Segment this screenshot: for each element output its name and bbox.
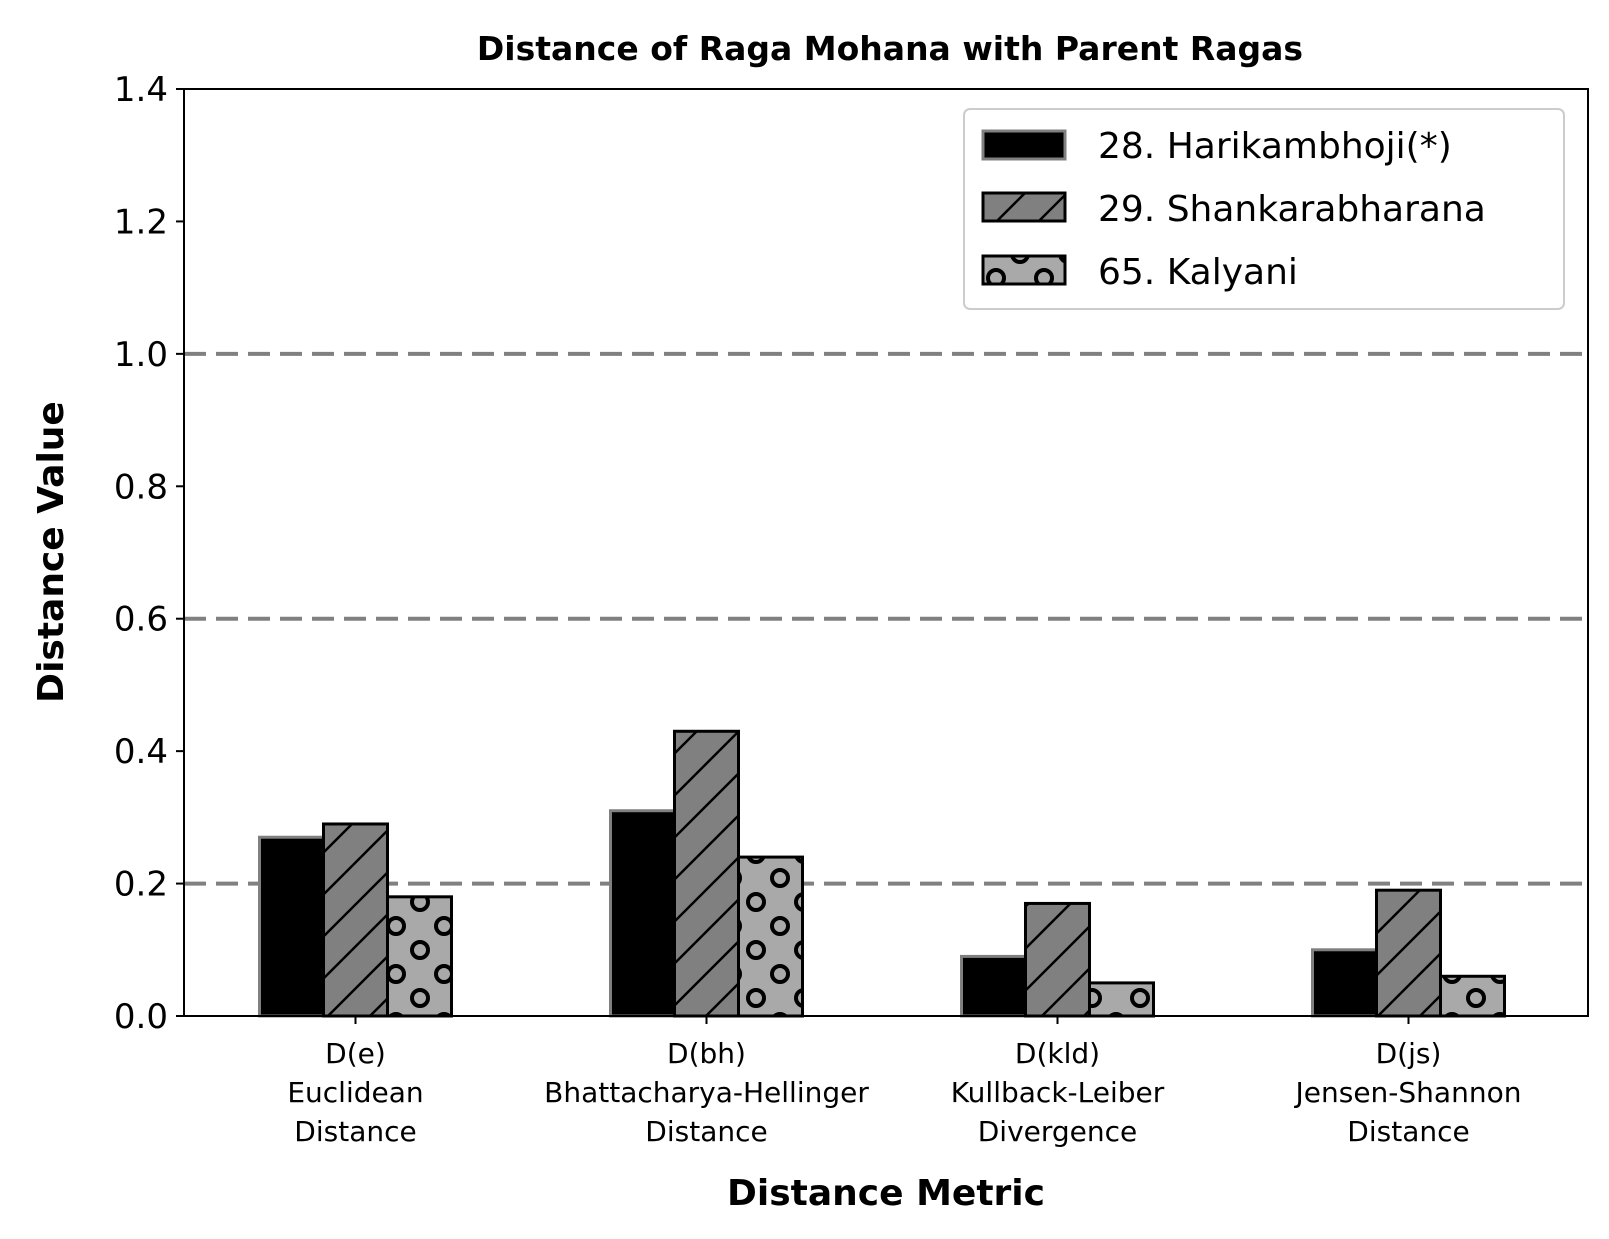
y-axis: 0.0 0.2 0.4 0.6 0.8 1.0 1.2 1.4 [114,70,184,1037]
chart-title: Distance of Raga Mohana with Parent Raga… [477,29,1303,68]
x-tick-label: Jensen-Shannon [1294,1076,1522,1109]
y-tick-label: 0.0 [114,997,168,1037]
x-tick-label: Divergence [978,1115,1138,1148]
bar-solid-0 [258,835,325,1018]
x-tick-label: Euclidean [287,1076,423,1109]
x-tick-label: Distance [645,1115,767,1148]
legend-label-kalyani: 65. Kalyani [1098,252,1298,293]
y-tick-label: 1.4 [114,70,168,110]
legend-label-shankarabharana: 29. Shankarabharana [1098,189,1486,230]
bar-solid-3 [1311,948,1378,1018]
x-tick-label: Distance [294,1115,416,1148]
y-tick-label: 0.8 [114,467,168,507]
bar-circles-1 [737,855,804,1018]
x-axis-label: Distance Metric [727,1173,1045,1214]
legend-swatch-shankarabharana [981,191,1067,223]
y-tick-label: 1.0 [114,335,168,375]
bar-hatch-2 [1024,901,1091,1018]
legend: 28. Harikambhoji(*) 29. Shankarabharana … [963,108,1565,310]
legend-swatch-harikambhoji [981,129,1067,161]
y-tick-label: 0.4 [114,732,168,772]
y-axis-label: Distance Value [31,401,72,703]
x-tick-label: Bhattacharya-Hellinger [544,1076,869,1109]
legend-label-harikambhoji: 28. Harikambhoji(*) [1098,126,1452,167]
x-tick-label: D(e) [325,1037,386,1070]
x-tick-label: D(js) [1376,1037,1442,1070]
bar-circles-2 [1088,981,1155,1018]
bar-hatch-1 [673,729,740,1018]
bar-circles-3 [1439,974,1506,1018]
bar-hatch-3 [1375,888,1442,1018]
y-tick-label: 0.2 [114,865,168,905]
x-axis: D(e) Euclidean Distance D(bh) Bhattacharya-H… [287,1016,1521,1148]
legend-box [963,108,1565,310]
bar-hatch-0 [322,822,389,1018]
x-tick-label: D(kld) [1015,1037,1100,1070]
plot-frame [183,88,1589,1017]
bars [258,729,1506,1018]
x-tick-label: Distance [1347,1115,1469,1148]
bar-circles-0 [386,895,453,1018]
y-tick-label: 1.2 [114,202,168,242]
bar-solid-1 [609,809,676,1018]
y-tick-label: 0.6 [114,600,168,640]
x-tick-label: D(bh) [667,1037,746,1070]
reference-lines [184,351,1588,886]
x-tick-label: Kullback-Leiber [951,1076,1165,1109]
bar-solid-2 [960,954,1027,1018]
legend-swatch-kalyani [981,254,1067,286]
